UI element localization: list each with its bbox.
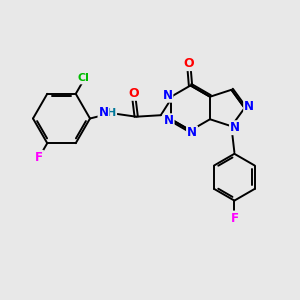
Text: H: H — [107, 108, 116, 118]
Text: N: N — [164, 114, 174, 127]
Text: N: N — [230, 121, 240, 134]
Text: N: N — [187, 126, 197, 140]
Text: O: O — [184, 57, 194, 70]
Text: F: F — [230, 212, 238, 224]
Text: N: N — [244, 100, 254, 113]
Text: N: N — [162, 89, 172, 102]
Text: N: N — [98, 106, 109, 119]
Text: Cl: Cl — [78, 74, 90, 83]
Text: O: O — [128, 87, 139, 100]
Text: F: F — [35, 151, 43, 164]
